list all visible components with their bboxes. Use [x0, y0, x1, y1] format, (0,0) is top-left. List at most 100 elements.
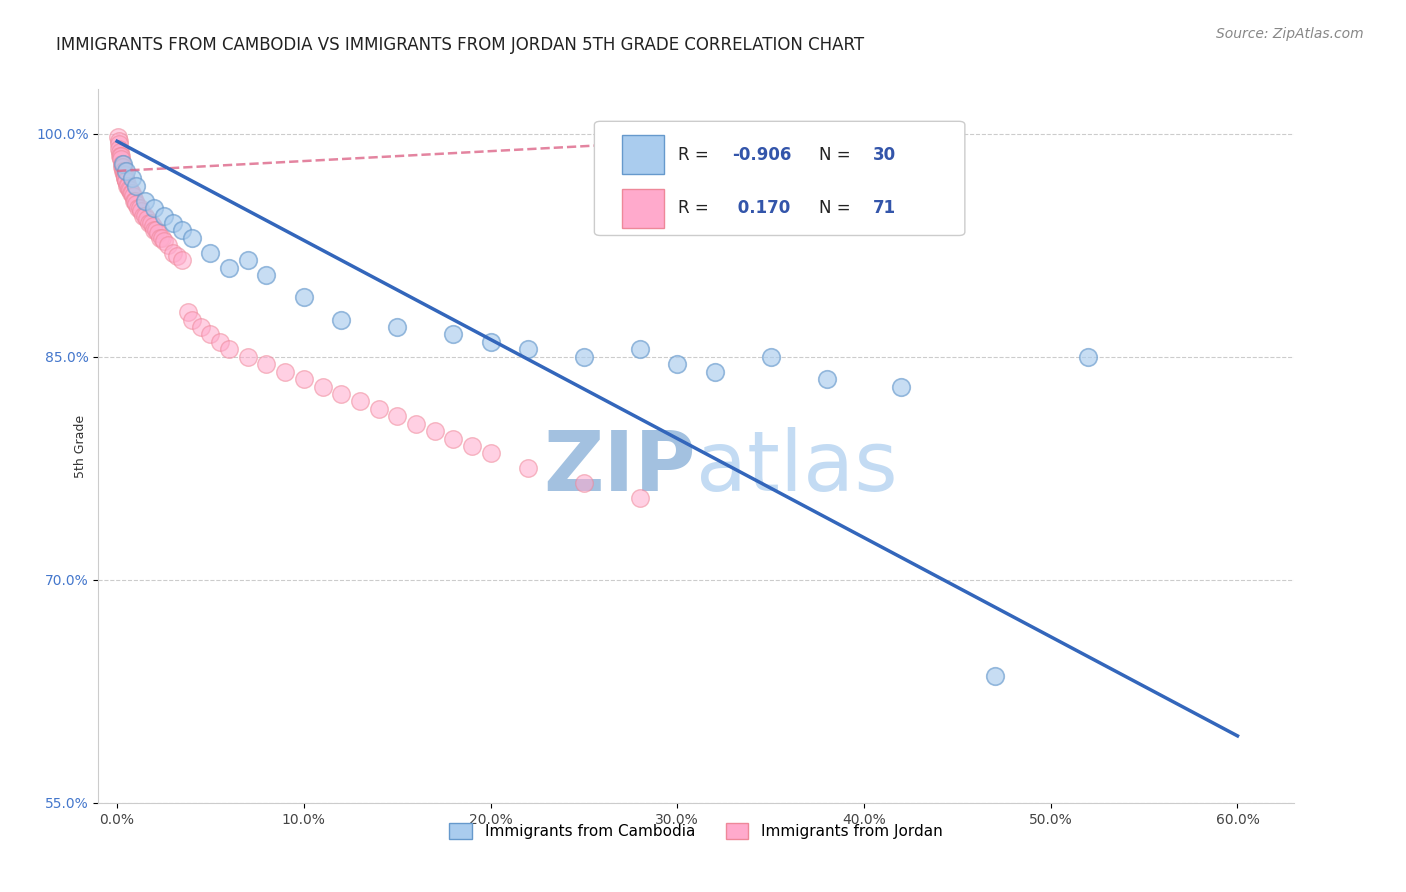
Point: [890, 379, 912, 393]
Point: [218, 343, 240, 357]
Point: [143, 201, 166, 215]
Point: [111, 160, 134, 174]
Point: [385, 320, 409, 334]
Point: [441, 327, 464, 342]
Point: [127, 201, 149, 215]
Point: [145, 223, 167, 237]
Point: [114, 171, 136, 186]
Point: [128, 201, 150, 215]
Text: atlas: atlas: [696, 427, 897, 508]
Point: [115, 174, 138, 188]
Point: [115, 164, 138, 178]
Point: [111, 156, 134, 170]
Point: [112, 164, 135, 178]
Point: [405, 417, 427, 431]
Point: [142, 219, 165, 233]
Point: [152, 209, 174, 223]
Point: [367, 401, 389, 416]
Point: [385, 409, 409, 424]
Point: [122, 189, 145, 203]
Point: [143, 223, 166, 237]
Point: [117, 178, 139, 193]
Point: [108, 142, 131, 156]
Text: R =: R =: [678, 200, 714, 218]
Text: IMMIGRANTS FROM CAMBODIA VS IMMIGRANTS FROM JORDAN 5TH GRADE CORRELATION CHART: IMMIGRANTS FROM CAMBODIA VS IMMIGRANTS F…: [56, 36, 865, 54]
Point: [572, 350, 595, 364]
Point: [516, 461, 538, 475]
Point: [148, 227, 170, 241]
Legend: Immigrants from Cambodia, Immigrants from Jordan: Immigrants from Cambodia, Immigrants fro…: [443, 817, 949, 845]
Point: [138, 216, 160, 230]
FancyBboxPatch shape: [621, 189, 664, 228]
FancyBboxPatch shape: [621, 136, 664, 175]
Point: [423, 424, 446, 438]
Point: [815, 372, 838, 386]
Point: [110, 149, 132, 163]
Point: [112, 167, 135, 181]
Point: [628, 491, 651, 505]
Point: [628, 343, 651, 357]
Point: [114, 171, 136, 186]
Point: [107, 134, 129, 148]
Point: [139, 216, 162, 230]
Point: [172, 253, 194, 268]
Point: [311, 379, 333, 393]
Point: [292, 372, 315, 386]
Point: [180, 231, 202, 245]
Point: [108, 145, 131, 159]
Point: [110, 152, 132, 166]
Point: [162, 216, 184, 230]
Point: [124, 194, 146, 208]
Point: [125, 196, 148, 211]
Text: 71: 71: [873, 200, 896, 218]
Point: [703, 365, 725, 379]
Text: N =: N =: [820, 200, 856, 218]
Point: [208, 334, 231, 349]
Point: [152, 234, 174, 248]
Point: [984, 669, 1007, 683]
Text: R =: R =: [678, 146, 714, 164]
Point: [121, 171, 143, 186]
Point: [190, 320, 212, 334]
Point: [120, 186, 142, 201]
Y-axis label: 5th Grade: 5th Grade: [75, 415, 87, 477]
Point: [479, 446, 502, 460]
Text: ZIP: ZIP: [544, 427, 696, 508]
Point: [349, 394, 371, 409]
Point: [516, 343, 538, 357]
Point: [162, 245, 184, 260]
Point: [1077, 350, 1099, 364]
Point: [441, 432, 464, 446]
Point: [120, 183, 142, 197]
Text: Source: ZipAtlas.com: Source: ZipAtlas.com: [1216, 27, 1364, 41]
Point: [292, 290, 315, 304]
Point: [156, 238, 179, 252]
Point: [172, 223, 194, 237]
Point: [121, 186, 143, 201]
Text: -0.906: -0.906: [733, 146, 792, 164]
Text: N =: N =: [820, 146, 856, 164]
Point: [131, 204, 153, 219]
Point: [114, 169, 136, 183]
Point: [479, 334, 502, 349]
Point: [200, 245, 222, 260]
Point: [149, 231, 172, 245]
Point: [115, 174, 138, 188]
Point: [461, 439, 484, 453]
Point: [122, 194, 145, 208]
Point: [112, 164, 135, 178]
Point: [177, 305, 200, 319]
Point: [111, 160, 134, 174]
Point: [759, 350, 782, 364]
Point: [236, 253, 259, 268]
Text: 30: 30: [873, 146, 896, 164]
Point: [200, 327, 222, 342]
Point: [572, 476, 595, 491]
Point: [132, 209, 155, 223]
Text: 0.170: 0.170: [733, 200, 790, 218]
Point: [274, 365, 297, 379]
Point: [256, 357, 278, 371]
Point: [666, 357, 689, 371]
Point: [107, 129, 129, 144]
Point: [166, 249, 188, 263]
